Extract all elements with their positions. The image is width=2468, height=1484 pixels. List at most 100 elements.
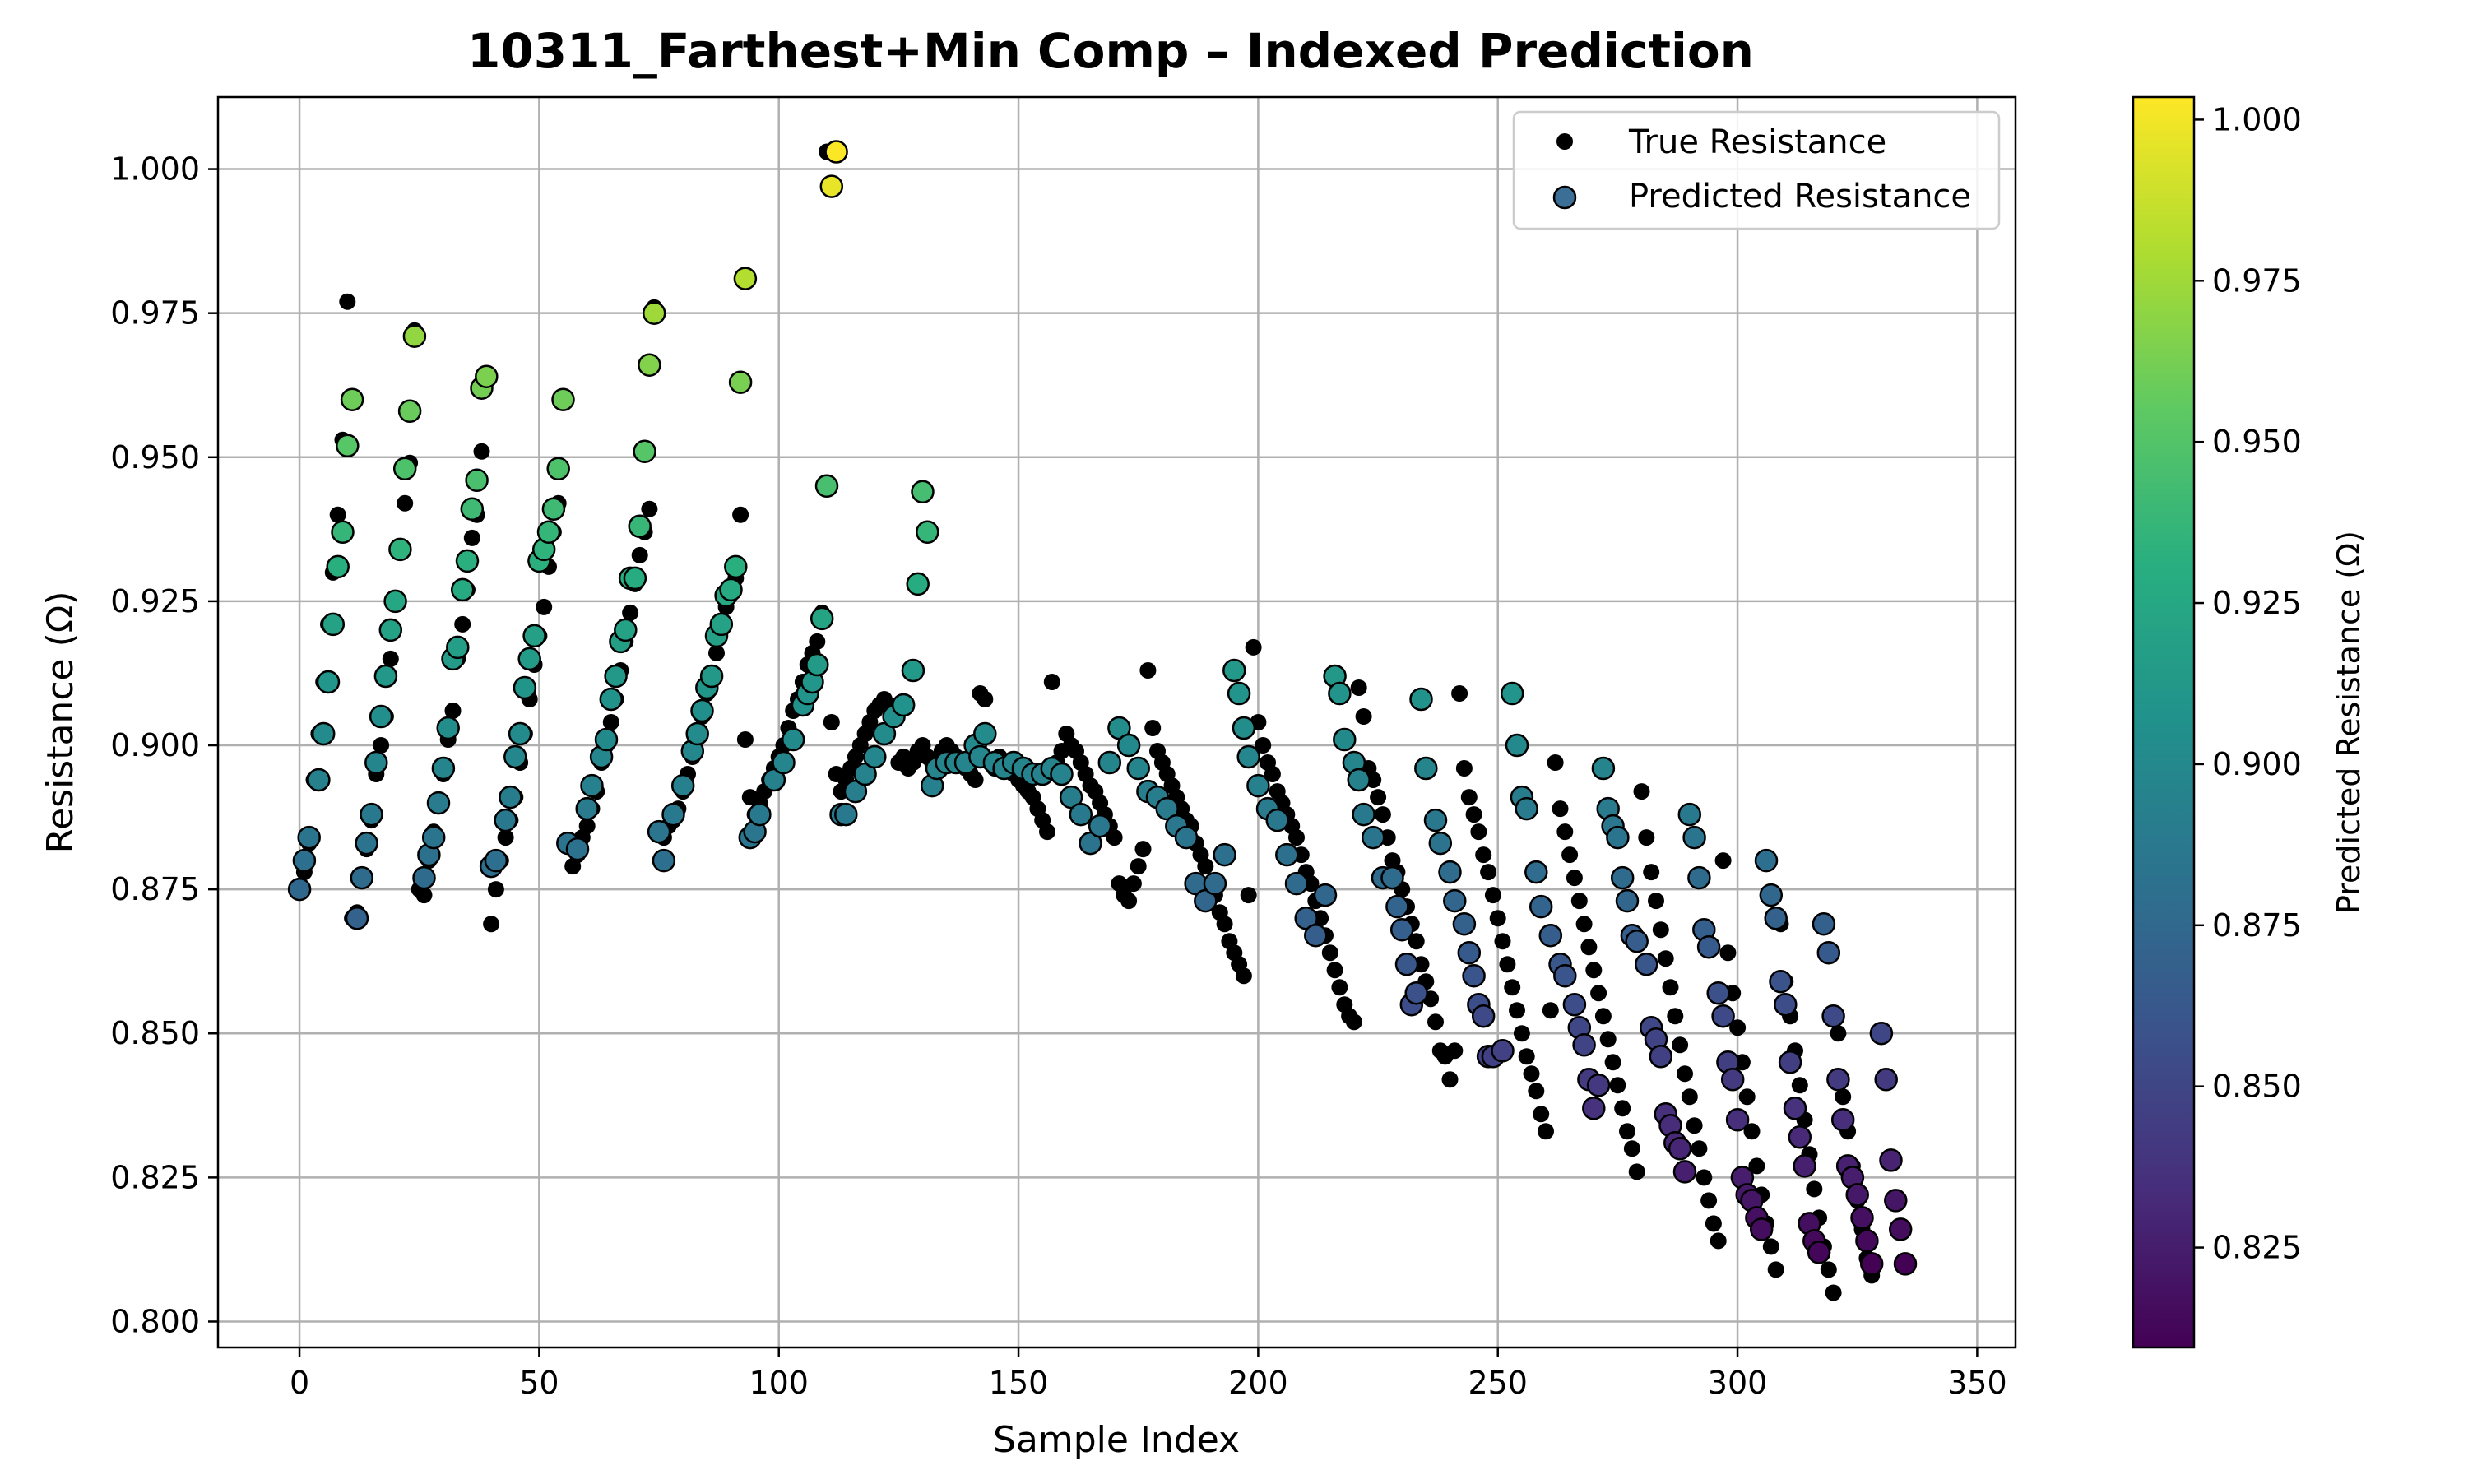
true-resistance-point xyxy=(329,506,346,523)
predicted-resistance-point xyxy=(360,802,383,827)
true-resistance-point xyxy=(1533,1106,1550,1123)
true-resistance-point xyxy=(1791,1077,1808,1094)
predicted-resistance-point xyxy=(724,554,748,579)
predicted-resistance-point xyxy=(465,468,489,493)
predicted-resistance-point xyxy=(402,324,427,348)
true-resistance-point xyxy=(1820,1261,1837,1278)
true-resistance-point xyxy=(473,443,490,460)
x-tick-label: 350 xyxy=(1947,1365,2007,1401)
true-resistance-point xyxy=(1719,944,1737,962)
predicted-resistance-point xyxy=(690,698,714,723)
true-resistance-point xyxy=(373,737,390,754)
true-resistance-point xyxy=(1451,685,1468,702)
predicted-resistance-point xyxy=(652,848,676,873)
true-resistance-point xyxy=(622,604,639,621)
true-resistance-point xyxy=(1427,1013,1444,1031)
true-resistance-point xyxy=(1628,1163,1645,1180)
predicted-resistance-point xyxy=(1816,940,1841,965)
true-resistance-point xyxy=(1681,1088,1698,1106)
predicted-resistance-point xyxy=(1491,1039,1515,1063)
grid-lines xyxy=(218,97,2016,1347)
x-tick-label: 50 xyxy=(519,1365,559,1401)
x-tick-label: 250 xyxy=(1468,1365,1528,1401)
predicted-resistance-point xyxy=(1246,773,1270,798)
predicted-resistance-point xyxy=(1778,1050,1802,1074)
true-resistance-point xyxy=(1345,1013,1362,1031)
predicted-resistance-point xyxy=(397,399,422,424)
predicted-resistance-point xyxy=(1428,831,1453,856)
true-resistance-point xyxy=(1245,638,1262,656)
predicted-resistance-point xyxy=(1615,888,1640,913)
predicted-resistance-point xyxy=(475,364,499,388)
true-resistance-point xyxy=(1446,1042,1464,1060)
predicted-resistance-point xyxy=(1462,963,1486,988)
predicted-resistance-point xyxy=(1821,1004,1845,1028)
true-resistance-point xyxy=(1556,823,1574,841)
true-resistance-point xyxy=(1542,1002,1559,1019)
true-resistance-point xyxy=(1408,933,1425,950)
true-resistance-point xyxy=(497,829,514,846)
true-resistance-point xyxy=(1691,1140,1708,1157)
predicted-resistance-point xyxy=(1404,981,1428,1005)
true-resistance-point xyxy=(1355,708,1372,725)
true-resistance-point xyxy=(1489,910,1506,927)
predicted-resistance-point xyxy=(1222,658,1246,683)
true-resistance-point xyxy=(1830,1025,1847,1042)
predicted-resistance-points xyxy=(287,140,1918,1276)
predicted-resistance-point xyxy=(484,848,508,873)
colorbar-gradient xyxy=(2132,95,2196,1349)
predicted-resistance-point xyxy=(685,721,709,746)
predicted-resistance-point xyxy=(1649,1045,1673,1069)
predicted-resistance-point xyxy=(781,727,805,752)
predicted-resistance-point xyxy=(1116,733,1141,758)
predicted-resistance-point xyxy=(331,520,355,545)
predicted-resistance-point xyxy=(1869,1021,1894,1046)
predicted-resistance-point xyxy=(604,664,628,689)
legend-true-label: True Resistance xyxy=(1628,123,1886,161)
true-resistance-point xyxy=(1743,1123,1761,1140)
predicted-resistance-point xyxy=(546,457,570,481)
predicted-resistance-point xyxy=(355,831,378,856)
predicted-resistance-point xyxy=(633,439,656,464)
predicted-resistance-point xyxy=(1879,1148,1903,1172)
true-resistance-point xyxy=(1710,1232,1727,1250)
true-resistance-point xyxy=(1566,870,1583,887)
x-tick-label: 100 xyxy=(749,1365,809,1401)
predicted-resistance-point xyxy=(541,497,566,522)
predicted-resistance-point xyxy=(1668,1137,1692,1161)
predicted-resistance-point xyxy=(1394,952,1419,976)
y-tick-label: 0.925 xyxy=(110,583,200,619)
x-axis-ticks: 0 50 100 150 200 250 300 350 xyxy=(290,1347,2007,1401)
true-resistance-point xyxy=(1499,956,1516,973)
predicted-resistance-point xyxy=(369,704,393,729)
predicted-resistance-point xyxy=(460,497,485,522)
true-resistance-point xyxy=(1657,950,1674,967)
predicted-resistance-point xyxy=(517,647,541,671)
true-resistance-point xyxy=(1590,985,1607,1002)
predicted-resistance-point xyxy=(1625,929,1649,953)
predicted-resistance-point xyxy=(834,802,858,827)
true-resistance-point xyxy=(1835,1088,1852,1106)
x-axis-label: Sample Index xyxy=(993,1419,1240,1461)
true-resistance-point xyxy=(1370,789,1387,806)
predicted-resistance-point xyxy=(1385,894,1409,919)
true-resistance-point xyxy=(1480,864,1497,881)
predicted-resistance-point xyxy=(522,624,546,648)
legend-true-marker xyxy=(1556,133,1573,150)
true-resistance-point xyxy=(1561,846,1579,864)
true-resistance-point xyxy=(1039,823,1055,841)
predicted-resistance-point xyxy=(1088,814,1112,838)
predicted-resistance-point xyxy=(1097,750,1122,775)
predicted-resistance-point xyxy=(1586,1074,1611,1097)
true-resistance-point xyxy=(1585,962,1603,979)
predicted-resistance-point xyxy=(378,618,403,642)
predicted-resistance-point xyxy=(1352,802,1375,827)
predicted-resistance-point xyxy=(1389,917,1414,942)
true-resistance-point xyxy=(1465,806,1482,823)
predicted-resistance-point xyxy=(1859,1252,1884,1276)
predicted-resistance-point xyxy=(503,744,527,769)
predicted-resistance-point xyxy=(565,837,590,861)
true-resistance-point xyxy=(1609,1077,1626,1094)
